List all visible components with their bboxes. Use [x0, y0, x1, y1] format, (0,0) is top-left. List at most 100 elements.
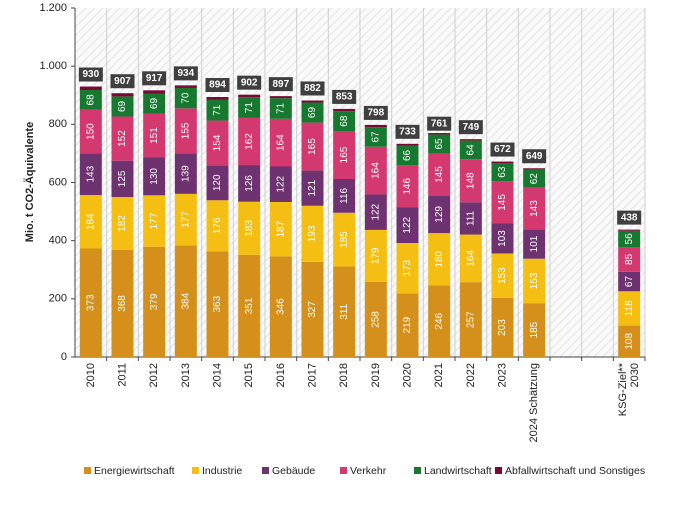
total-label-box	[300, 81, 325, 96]
value-label: 103	[497, 230, 508, 247]
bar-segment	[238, 165, 261, 202]
bar-segment	[459, 234, 482, 283]
value-label: 122	[275, 175, 286, 192]
value-label: 184	[85, 213, 96, 230]
bar-segment	[364, 127, 387, 147]
bar-segment	[174, 153, 197, 194]
bar-segment	[618, 229, 641, 231]
value-label: 118	[624, 300, 635, 316]
value-label: 177	[180, 211, 191, 228]
total-label: 934	[177, 68, 194, 79]
bar-segment	[174, 87, 197, 109]
value-label: 126	[244, 175, 255, 192]
bar-segment	[111, 249, 134, 357]
value-label: 165	[339, 146, 350, 163]
value-label: 62	[529, 173, 540, 185]
bar-segment	[396, 207, 419, 243]
x-tick-label: 2012	[148, 363, 160, 387]
bar-segment	[618, 271, 641, 292]
bar-segment	[174, 193, 197, 246]
total-label-box	[205, 77, 230, 92]
value-label: 148	[465, 172, 476, 189]
bar-segment	[206, 200, 229, 252]
value-label: 111	[465, 210, 476, 226]
bar-segment	[174, 108, 197, 154]
bar-segment	[269, 256, 292, 357]
value-label: 368	[117, 295, 128, 312]
bar-segment	[79, 90, 102, 110]
bar-segment	[396, 165, 419, 208]
bar-segment	[618, 230, 641, 248]
bar-segment	[79, 109, 102, 154]
total-label: 749	[462, 122, 479, 133]
total-label: 917	[146, 73, 163, 84]
total-label: 649	[526, 151, 543, 162]
value-label: 150	[85, 123, 96, 140]
bar-segment	[491, 297, 514, 357]
bar-segment	[459, 202, 482, 235]
legend-swatch	[84, 467, 91, 474]
bar-segment	[111, 197, 134, 250]
value-label: 69	[149, 98, 160, 110]
x-tick-label: 2020	[401, 363, 413, 387]
value-label: 101	[529, 235, 540, 252]
bar-segment	[333, 111, 356, 132]
value-label: 130	[149, 168, 160, 185]
value-label: 139	[180, 165, 191, 182]
total-label: 930	[82, 69, 99, 80]
value-label: 162	[244, 133, 255, 150]
bar-segment	[238, 254, 261, 357]
value-label: 183	[244, 220, 255, 237]
bar-segment	[301, 261, 324, 357]
bar-segment	[491, 181, 514, 224]
total-label-box	[78, 67, 103, 82]
bar-segment	[143, 113, 166, 158]
bar-segment	[79, 153, 102, 196]
total-label-box	[363, 105, 388, 120]
legend-label: Abfallwirtschaft und Sonstiges	[505, 465, 645, 477]
legend-swatch	[340, 467, 347, 474]
value-label: 164	[275, 134, 286, 151]
value-label: 176	[212, 217, 223, 234]
bar-segment	[396, 145, 419, 166]
value-label: 203	[497, 319, 508, 336]
bar-segment	[79, 248, 102, 357]
bar-segment	[459, 139, 482, 141]
value-label: 125	[117, 170, 128, 187]
value-label: 185	[339, 231, 350, 248]
total-label-box	[142, 71, 167, 86]
value-label: 121	[307, 179, 318, 196]
bar-segment	[111, 96, 134, 117]
bar-segment	[143, 93, 166, 114]
value-label: 346	[275, 298, 286, 315]
total-label-box	[110, 74, 135, 89]
value-label: 311	[339, 303, 350, 319]
y-tick-label: 1.000	[39, 60, 67, 72]
value-label: 152	[117, 130, 128, 147]
bar-segment	[111, 116, 134, 161]
y-tick-label: 400	[49, 235, 67, 247]
value-label: 257	[465, 311, 476, 328]
total-label-box	[522, 149, 547, 164]
bar-segment	[206, 165, 229, 201]
value-label: 327	[307, 301, 318, 318]
bar-segment	[428, 153, 451, 196]
bar-segment	[301, 205, 324, 262]
bar-segment	[111, 160, 134, 198]
bar-segment	[269, 166, 292, 202]
bar-segment	[491, 161, 514, 164]
bar-segment	[206, 99, 229, 121]
x-tick-label: 2021	[433, 363, 445, 387]
bar-segment	[364, 229, 387, 282]
bar-segment	[301, 102, 324, 123]
bar-segment	[111, 93, 134, 97]
y-tick-label: 200	[49, 293, 67, 305]
value-label: 351	[244, 297, 255, 314]
x-tick-label: KSG-Ziel**2030	[617, 362, 641, 416]
value-label: 153	[529, 272, 540, 289]
total-label: 897	[272, 79, 289, 90]
total-label: 672	[494, 144, 511, 155]
bar-segment	[333, 108, 356, 112]
total-label: 438	[621, 212, 638, 223]
bar-segment	[301, 100, 324, 103]
